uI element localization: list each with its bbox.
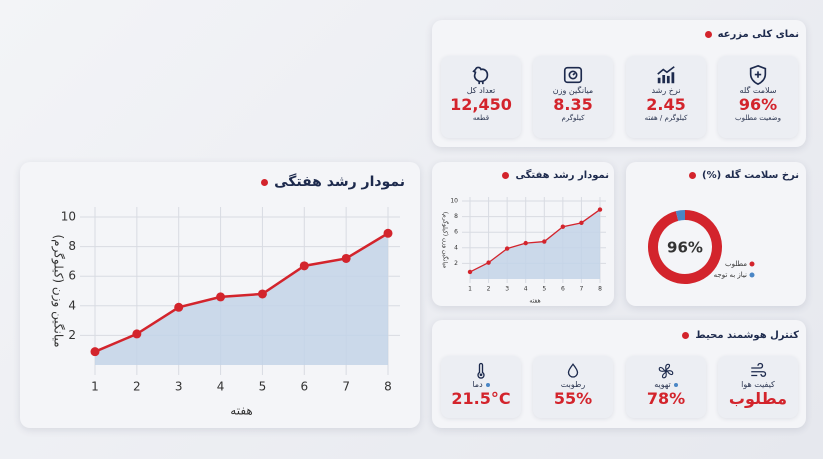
card-value: 2.45 (646, 95, 686, 114)
card-value: 8.35 (553, 95, 593, 114)
fan-icon (658, 363, 674, 379)
health-panel (626, 162, 806, 306)
chicken-icon (472, 66, 489, 85)
stat-card: سلامت گله 96% وضعیت مطلوب (718, 56, 798, 138)
card-value: 78% (646, 389, 686, 408)
growth-icon (657, 66, 675, 84)
stat-card: تعداد کل 12,450 قطعه (441, 56, 521, 138)
card-value: 21.5°C (451, 389, 511, 408)
panel-title: نمودار رشد هفتگی (261, 174, 405, 190)
card-label: تهویه (626, 380, 706, 389)
card-sub: کیلوگرم (561, 114, 585, 122)
card-sub: کیلوگرم / هفته (644, 114, 688, 122)
card-sub: قطعه (472, 114, 490, 122)
card-value: 12,450 (450, 95, 512, 114)
large-chart-panel (20, 162, 420, 428)
stat-card: میانگین وزن 8.35 کیلوگرم (533, 56, 613, 138)
card-label: تعداد کل (466, 86, 496, 95)
wind-icon (751, 362, 767, 377)
scale-icon (563, 66, 583, 84)
panel-title: کنترل هوشمند محیط (682, 330, 799, 341)
env-card: کیفیت هوا مطلوب (718, 356, 798, 418)
drop-icon (567, 363, 579, 378)
panel-title: نرخ سلامت گله (%) (689, 170, 799, 181)
card-value: مطلوب (728, 389, 788, 408)
card-value: 96% (738, 95, 778, 114)
shield-icon (749, 64, 767, 86)
panel-title: نمودار رشد هفتگی (502, 170, 609, 181)
env-card: رطوبت 55% (533, 356, 613, 418)
small-chart-panel (432, 162, 614, 306)
stat-card: نرخ رشد 2.45 کیلوگرم / هفته (626, 56, 706, 138)
card-label: رطوبت (560, 380, 586, 389)
card-label: میانگین وزن (552, 86, 594, 95)
thermometer-icon (477, 362, 485, 379)
card-label: سلامت گله (739, 86, 777, 95)
card-sub: وضعیت مطلوب (735, 114, 781, 122)
card-value: 55% (553, 389, 593, 408)
panel-title: نمای کلی مزرعه (705, 29, 799, 40)
card-label: کیفیت هوا (741, 380, 775, 389)
card-label: نرخ رشد (651, 86, 681, 95)
env-card: تهویه 78% (626, 356, 706, 418)
card-label: دما (441, 380, 521, 389)
env-card: دما 21.5°C (441, 356, 521, 418)
